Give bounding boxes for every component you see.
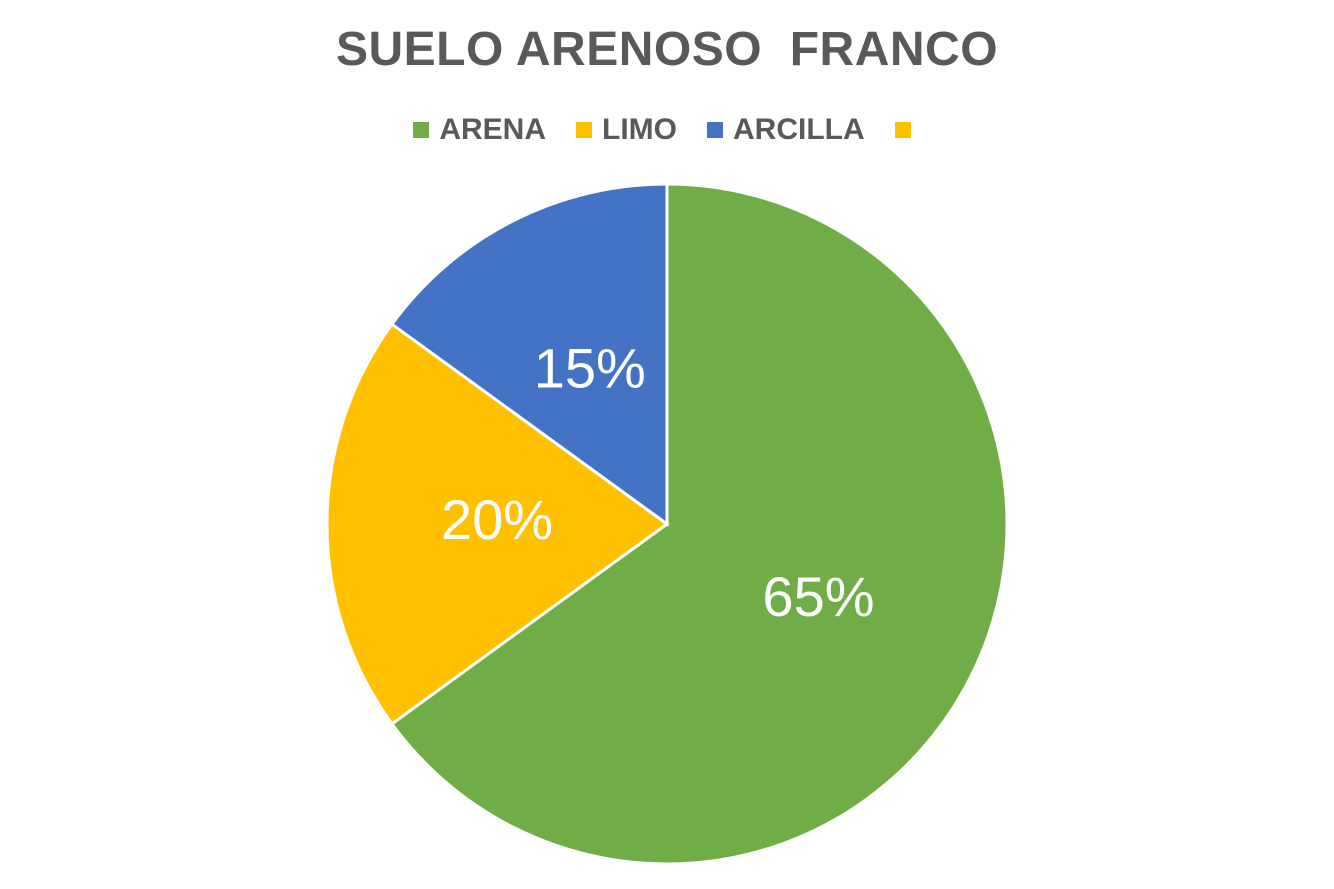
pie-slice-arena <box>389 182 1009 866</box>
data-label: 20% <box>441 488 553 551</box>
legend-label: LIMO <box>602 113 677 146</box>
legend-item <box>894 110 921 150</box>
legend-swatch <box>894 122 911 138</box>
chart-legend: ARENA LIMO ARCILLA <box>0 110 1334 150</box>
legend-item: LIMO <box>576 110 677 150</box>
legend-swatch <box>576 122 592 138</box>
legend-swatch <box>413 122 430 138</box>
pie-slice-limo <box>325 322 670 726</box>
legend-label: ARCILLA <box>733 113 865 146</box>
legend-label: ARENA <box>439 113 546 146</box>
pie-slice-arcilla <box>389 182 669 527</box>
legend-item: ARENA <box>413 110 546 150</box>
data-label: 15% <box>534 336 646 399</box>
data-label: 65% <box>762 565 874 628</box>
chart-title: SUELO ARENOSO FRANCO <box>335 23 999 76</box>
legend-swatch <box>707 122 723 138</box>
legend-item: ARCILLA <box>707 110 865 150</box>
